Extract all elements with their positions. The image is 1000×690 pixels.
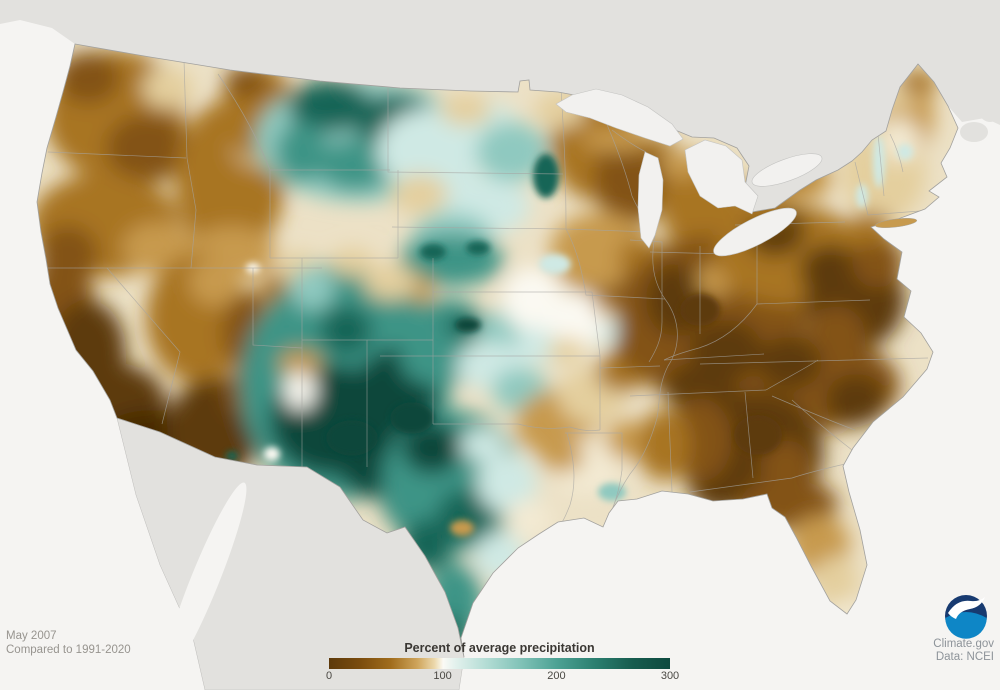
lake-erie [713, 207, 797, 257]
us-coastline [36, 43, 959, 658]
long-island [874, 218, 918, 228]
noaa-bird-icon [948, 597, 985, 619]
lake-huron [684, 139, 759, 215]
lake-superior [555, 88, 684, 147]
noaa-logo-text: NOAA [957, 604, 974, 610]
canada-landmass [0, 0, 1000, 212]
lake-ontario [751, 153, 823, 187]
noaa-logo: NOAA [945, 595, 987, 639]
great-lakes [555, 88, 823, 257]
gulf-of-california [163, 482, 247, 678]
lake-michigan [637, 151, 664, 249]
